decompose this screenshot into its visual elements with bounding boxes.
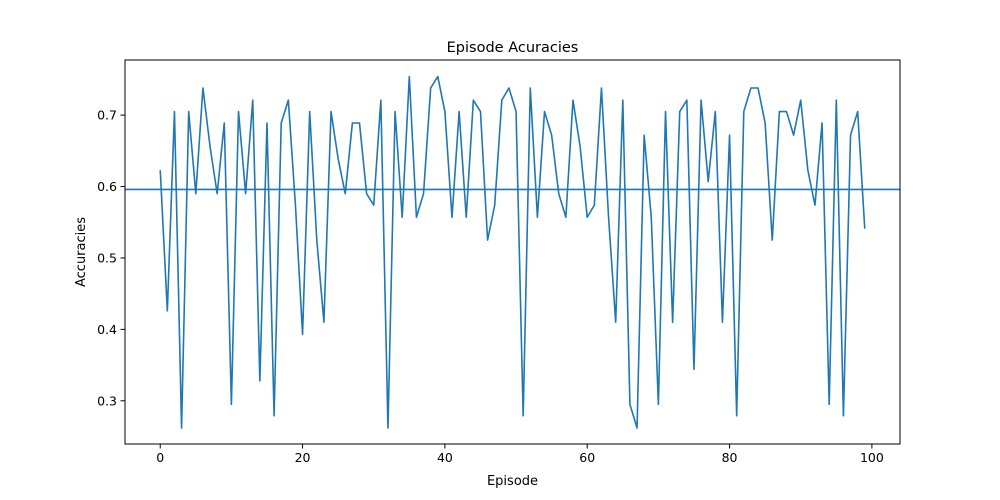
x-tick-label: 20 — [295, 450, 311, 465]
y-tick-label: 0.5 — [97, 250, 117, 265]
plot-frame — [124, 59, 901, 445]
x-tick-label: 80 — [722, 450, 738, 465]
y-tick-label: 0.3 — [97, 393, 117, 408]
y-tick-label: 0.4 — [97, 322, 117, 337]
x-tick-label: 60 — [579, 450, 595, 465]
x-tick-label: 100 — [860, 450, 884, 465]
chart-title: Episode Acuracies — [447, 40, 579, 56]
x-axis-label: Episode — [487, 474, 538, 489]
y-tick-label: 0.6 — [97, 179, 117, 194]
x-tick-label: 40 — [437, 450, 453, 465]
y-axis-label: Accuracies — [74, 217, 89, 287]
series-line — [159, 75, 866, 429]
plot-area — [125, 60, 900, 444]
y-tick-label: 0.7 — [97, 108, 117, 123]
x-tick-label: 0 — [156, 450, 164, 465]
